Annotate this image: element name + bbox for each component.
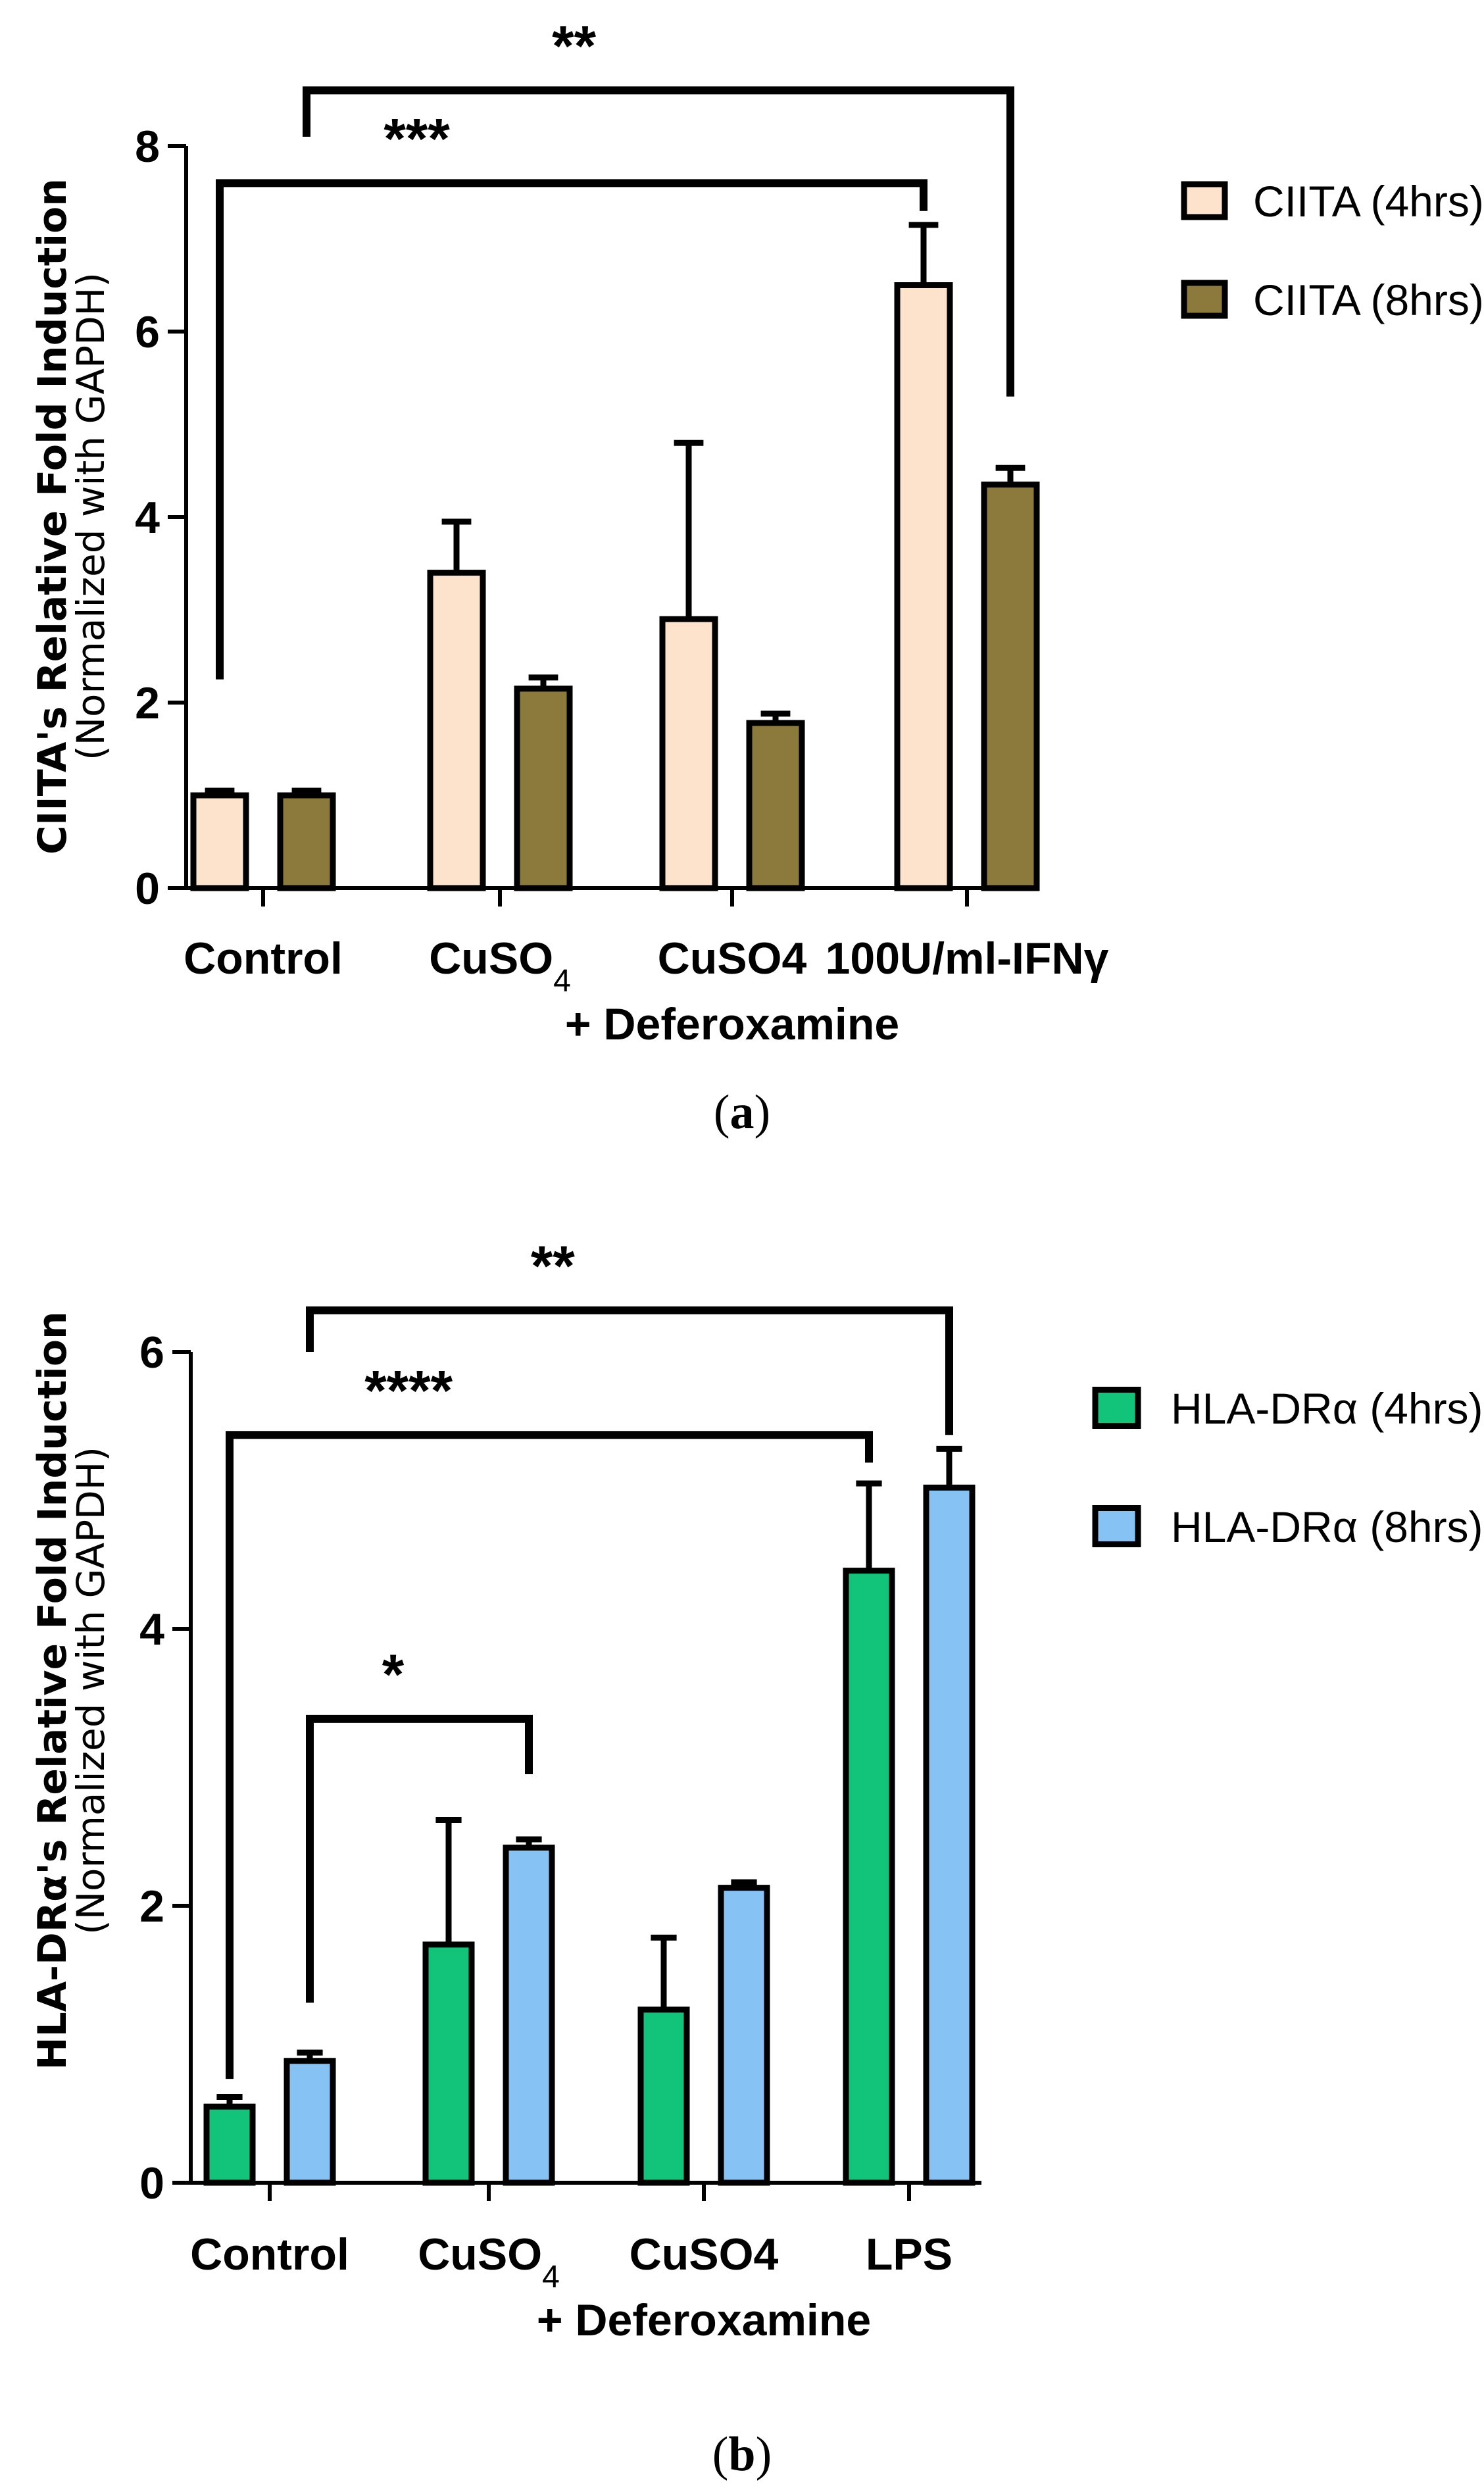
category-label: CuSO4 (429, 933, 571, 999)
y-tick-label: 6 (139, 1328, 164, 1378)
bar (427, 570, 486, 891)
bar (203, 2103, 256, 2186)
y-tick-label: 4 (139, 1604, 164, 1654)
legend-label: HLA-DRα (4hrs) (1171, 1384, 1483, 1433)
significance-bracket (216, 179, 928, 680)
bar (843, 1568, 895, 2186)
panel-label: (a) (714, 1085, 770, 1139)
significance-bracket (303, 86, 1014, 397)
bar (190, 792, 249, 891)
bar (503, 1845, 555, 2186)
bar (637, 2006, 690, 2186)
bar (981, 482, 1040, 891)
y-tick-label: 0 (139, 2158, 164, 2208)
y-tick-label: 4 (135, 493, 160, 543)
category-label: CuSO4 (658, 933, 807, 983)
bar (894, 282, 953, 891)
significance-bracket (306, 1714, 533, 2003)
bar (718, 1885, 770, 2186)
legend-label: CIITA (4hrs) (1253, 177, 1484, 226)
y-axis-title: HLA-DRα's Relative Fold Induction (30, 1311, 76, 2070)
significance-bracket (306, 1306, 953, 1435)
y-axis-subtitle: (Normalized with GAPDH) (68, 272, 113, 760)
category-label-line2: + Deferoxamine (537, 2295, 871, 2345)
bar (422, 1941, 475, 2186)
category-label: CuSO4 (630, 2229, 779, 2279)
y-tick-label: 8 (135, 122, 160, 172)
bar (284, 2058, 336, 2186)
bar (923, 1484, 976, 2186)
significance-label: **** (364, 1359, 453, 1422)
legend-label: CIITA (8hrs) (1253, 276, 1484, 324)
y-tick-label: 2 (135, 678, 160, 728)
significance-label: ** (531, 1235, 575, 1298)
legend-swatch (1181, 181, 1228, 220)
y-axis-title: CIITA's Relative Fold Induction (30, 178, 76, 855)
y-tick-label: 0 (135, 864, 160, 914)
category-label-line2: + Deferoxamine (565, 999, 899, 1049)
category-label: 100U/ml-IFNγ (826, 933, 1109, 983)
bar (514, 685, 573, 891)
bar (746, 720, 805, 891)
legend-swatch (1092, 1505, 1141, 1547)
y-tick-label: 6 (135, 307, 160, 357)
category-label: CuSO4 (418, 2229, 560, 2295)
significance-label: ** (552, 14, 596, 78)
legend-label: HLA-DRα (8hrs) (1171, 1503, 1483, 1551)
y-tick-label: 2 (139, 1881, 164, 1931)
category-label: Control (190, 2229, 349, 2279)
legend-swatch (1092, 1387, 1141, 1429)
panel-label: (b) (712, 2427, 772, 2481)
significance-label: *** (383, 107, 450, 170)
category-label: Control (184, 933, 343, 983)
bar (277, 792, 336, 891)
significance-bracket (226, 1431, 873, 2079)
significance-label: * (382, 1643, 405, 1706)
legend-swatch (1181, 280, 1228, 319)
bar (659, 616, 718, 891)
y-axis-subtitle: (Normalized with GAPDH) (68, 1447, 113, 1935)
category-label: LPS (866, 2229, 952, 2279)
